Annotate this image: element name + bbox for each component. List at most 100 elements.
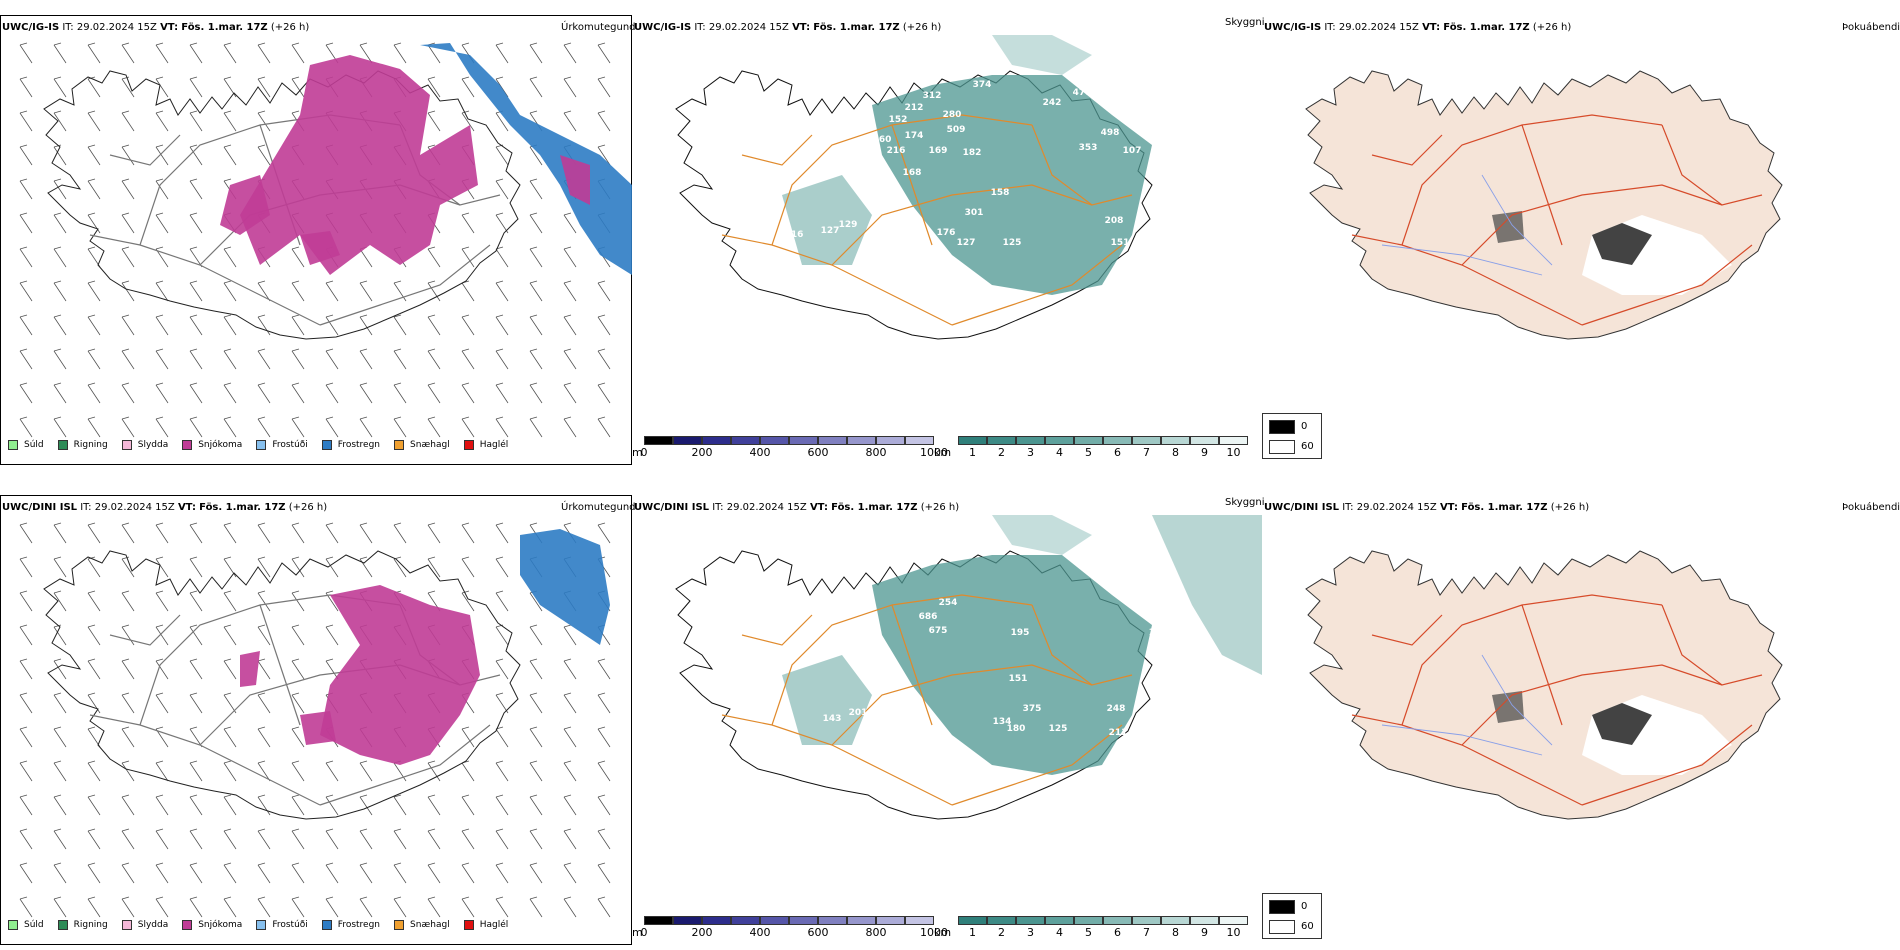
legend-item: Snjókoma bbox=[182, 440, 242, 450]
wind-barb-icon bbox=[495, 556, 509, 578]
wind-barb-icon bbox=[189, 522, 203, 544]
wind-barb-icon bbox=[393, 42, 407, 64]
legend-label: Haglél bbox=[479, 440, 509, 450]
wind-barb-icon bbox=[53, 590, 67, 612]
colorbar-tick: 7 bbox=[1143, 926, 1150, 939]
legend-swatch bbox=[57, 440, 68, 450]
wind-barb-icon bbox=[223, 314, 237, 336]
colorbar-tick: 4 bbox=[1056, 446, 1063, 459]
visibility-area bbox=[1152, 515, 1262, 675]
iceland-outline bbox=[1305, 70, 1783, 340]
wind-barb-icon bbox=[427, 416, 441, 438]
road-line bbox=[1371, 134, 1443, 166]
snow-area bbox=[300, 711, 336, 745]
wind-barb-icon bbox=[257, 862, 271, 884]
freezing-rain-area bbox=[520, 529, 610, 645]
wind-barb-icon bbox=[87, 212, 101, 234]
legend-item: Snjókoma bbox=[182, 920, 242, 930]
cloud-height-label: 151 bbox=[1111, 238, 1130, 248]
fog-legend-swatch bbox=[1269, 900, 1295, 914]
road-line bbox=[1521, 604, 1563, 726]
legend-swatch bbox=[121, 440, 132, 450]
cloud-height-label: 127 bbox=[957, 238, 976, 248]
cloud-base-colorbar: m 0 200 400 600 800 1000 bbox=[632, 916, 948, 946]
legend-swatch bbox=[256, 440, 267, 450]
iceland-map-cloud: 254 297 666 686 675 124 195 191 151 375 248 201 143 1… bbox=[675, 515, 1262, 820]
wind-barb-icon bbox=[563, 110, 577, 132]
vt-label: VT: bbox=[1439, 502, 1458, 513]
wind-barb-icon bbox=[121, 348, 135, 370]
colorbar-cell bbox=[1219, 916, 1248, 925]
colorbar-tick: 400 bbox=[749, 446, 771, 459]
cloud-height-label: 297 bbox=[1089, 568, 1108, 578]
wind-barb-icon bbox=[19, 178, 33, 200]
wind-barb-icon bbox=[87, 794, 101, 816]
wind-barb-icon bbox=[121, 212, 135, 234]
wind-barb-icon bbox=[291, 314, 305, 336]
wind-barb-icon bbox=[461, 522, 475, 544]
wind-barb-icon bbox=[495, 178, 509, 200]
iceland-outline bbox=[43, 550, 521, 820]
wind-barb-icon bbox=[87, 280, 101, 302]
wind-barb-icon bbox=[53, 862, 67, 884]
lead-time: (+26 h) bbox=[1532, 22, 1572, 33]
cloud-visibility-panel-row1: UWC/IG-IS IT: 29.02.2024 15Z VT: Fös. 1.… bbox=[632, 0, 1265, 470]
wind-barb-icon bbox=[53, 76, 67, 98]
fog-legend-swatch bbox=[1269, 420, 1295, 434]
wind-barb-icon bbox=[19, 658, 33, 680]
fog-panel-row1: UWC/IG-IS IT: 29.02.2024 15Z VT: Fös. 1.… bbox=[1262, 0, 1900, 470]
wind-barb-icon bbox=[529, 692, 543, 714]
wind-barb-icon bbox=[257, 556, 271, 578]
colorbar-tick: 800 bbox=[865, 446, 887, 459]
legend-swatch bbox=[182, 440, 193, 450]
wind-barb-icon bbox=[19, 624, 33, 646]
cloud-height-label: 169 bbox=[929, 146, 948, 156]
wind-barb-icon bbox=[393, 382, 407, 404]
wind-barb-icon bbox=[19, 280, 33, 302]
wind-barb-icon bbox=[257, 314, 271, 336]
precip-type-legend: Súld Rigning Slydda Snjókoma Frostúði Frostre… bbox=[8, 440, 522, 450]
legend-item: Frostregn bbox=[321, 440, 381, 450]
road-line bbox=[891, 124, 933, 246]
wind-barb-icon bbox=[291, 726, 305, 748]
wind-barb-icon bbox=[121, 246, 135, 268]
legend-swatch bbox=[463, 440, 474, 450]
wind-barb-icon bbox=[189, 246, 203, 268]
colorbar-cell bbox=[644, 916, 673, 925]
legend-swatch bbox=[8, 440, 18, 450]
legend-label: Snjókoma bbox=[198, 440, 243, 450]
wind-barb-icon bbox=[597, 280, 611, 302]
precip-type-panel-row2: UWC/DINI ISL IT: 29.02.2024 15Z VT: Fös.… bbox=[0, 480, 636, 950]
colorbar-tick: 600 bbox=[807, 446, 829, 459]
wind-barb-icon bbox=[461, 280, 475, 302]
wind-barb-icon bbox=[121, 794, 135, 816]
wind-barb-icon bbox=[495, 144, 509, 166]
wind-barb-icon bbox=[189, 178, 203, 200]
wind-barb-icon bbox=[19, 692, 33, 714]
colorbar-unit: km bbox=[934, 926, 952, 939]
wind-barb-icon bbox=[223, 828, 237, 850]
wind-barb-icon bbox=[121, 828, 135, 850]
precip-type-legend: Súld Rigning Slydda Snjókoma Frostúði Frostre… bbox=[8, 920, 522, 930]
colorbar-cell bbox=[1161, 436, 1190, 445]
legend-label: Frostregn bbox=[337, 440, 381, 450]
fog-legend-label: 0 bbox=[1301, 901, 1308, 912]
colorbar-tick: 5 bbox=[1085, 926, 1092, 939]
wind-barb-icon bbox=[597, 896, 611, 918]
wind-barb-icon bbox=[529, 212, 543, 234]
wind-barb-icon bbox=[223, 110, 237, 132]
wind-barb-icon bbox=[461, 794, 475, 816]
wind-barb-icon bbox=[53, 624, 67, 646]
wind-barb-icon bbox=[291, 590, 305, 612]
wind-barb-icon bbox=[393, 416, 407, 438]
wind-barb-icon bbox=[495, 692, 509, 714]
wind-barb-icon bbox=[325, 556, 339, 578]
wind-barb-icon bbox=[189, 658, 203, 680]
wind-barb-icon bbox=[393, 522, 407, 544]
cloud-height-label: 312 bbox=[923, 91, 942, 101]
wind-barb-icon bbox=[291, 416, 305, 438]
colorbar-tick: 200 bbox=[691, 926, 713, 939]
legend-item: Haglél bbox=[463, 440, 509, 450]
wind-barb-icon bbox=[19, 862, 33, 884]
fog-legend-swatch bbox=[1269, 440, 1295, 454]
